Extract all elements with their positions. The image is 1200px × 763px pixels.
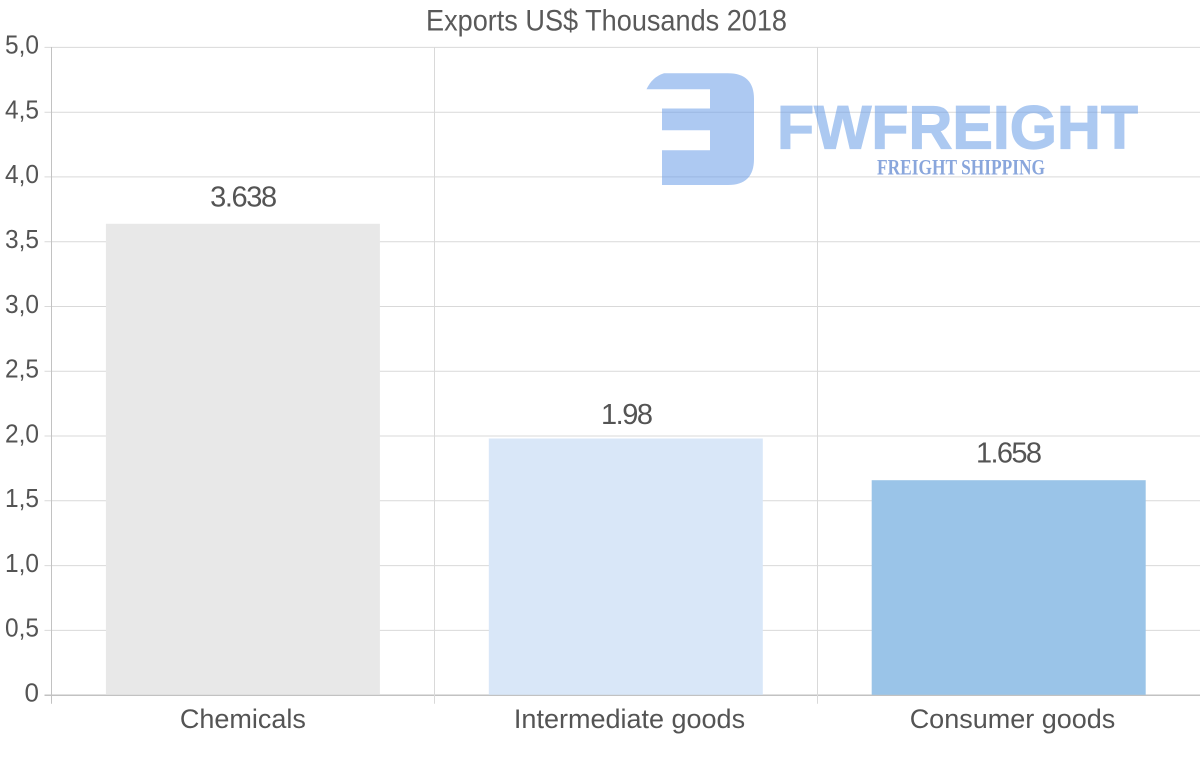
svg-text:5,0: 5,0 [5, 30, 39, 60]
svg-text:Consumer goods: Consumer goods [910, 704, 1116, 734]
svg-text:1.658: 1.658 [976, 438, 1042, 470]
svg-text:4,0: 4,0 [5, 159, 39, 189]
svg-text:FWFREIGHT: FWFREIGHT [777, 94, 1138, 162]
svg-text:1.98: 1.98 [601, 399, 653, 431]
svg-text:Intermediate goods: Intermediate goods [514, 704, 745, 734]
svg-text:2,5: 2,5 [5, 354, 39, 384]
svg-text:1,0: 1,0 [5, 548, 39, 578]
svg-text:2,0: 2,0 [5, 418, 39, 448]
svg-text:FREIGHT SHIPPING: FREIGHT SHIPPING [877, 155, 1045, 180]
svg-text:0: 0 [25, 677, 39, 707]
svg-text:3,0: 3,0 [5, 289, 39, 319]
svg-text:Chemicals: Chemicals [180, 704, 306, 734]
svg-text:0,5: 0,5 [5, 613, 39, 643]
svg-text:1,5: 1,5 [5, 483, 39, 513]
svg-text:Exports US$ Thousands 2018: Exports US$ Thousands 2018 [426, 5, 787, 38]
svg-text:4,5: 4,5 [5, 95, 39, 125]
svg-text:3,5: 3,5 [5, 224, 39, 254]
svg-text:3.638: 3.638 [210, 182, 277, 214]
